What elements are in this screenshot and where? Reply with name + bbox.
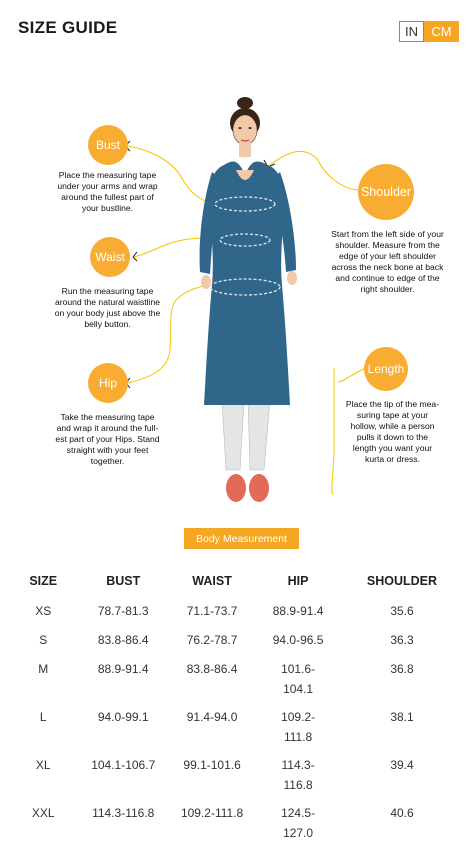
- hip-connector: [126, 284, 216, 384]
- cell-shoulder: 36.3: [390, 633, 414, 647]
- shoulder-connector: [269, 150, 359, 191]
- length-badge: Length: [364, 347, 408, 391]
- cell-shoulder: 40.6: [390, 806, 414, 820]
- header-size: SIZE: [29, 574, 58, 588]
- hip-badge: Hip: [88, 363, 128, 403]
- cell-hip: 88.9-91.4: [272, 604, 324, 618]
- cell-size: M: [38, 662, 49, 676]
- cell-bust: 104.1-106.7: [91, 758, 156, 772]
- waist-badge: Waist: [90, 237, 130, 277]
- bust-tape: [214, 196, 276, 212]
- hip-instructions: Take the measuring tape and wrap it aroun…: [55, 412, 160, 466]
- cell-waist: 109.2-111.8: [180, 806, 244, 820]
- header-bust: BUST: [106, 574, 141, 588]
- left-shoe: [226, 474, 246, 502]
- cell-size: XXL: [31, 806, 55, 820]
- cell-waist: 83.8-86.4: [186, 662, 238, 676]
- shoulder-instructions: Start from the left side of your shoulder…: [331, 229, 444, 294]
- cell-waist: 71.1-73.7: [186, 604, 238, 618]
- table-header-row: SIZE BUST WAIST HIP SHOULDER: [10, 566, 462, 596]
- table-row: XXL 114.3-116.8 109.2-111.8 124.5- 127.0 …: [10, 798, 462, 846]
- cell-hip: 114.3- 116.8: [281, 758, 315, 792]
- cell-waist: 76.2-78.7: [186, 633, 238, 647]
- length-connector-line: [331, 368, 335, 496]
- body-measurement-label: Body Measurement: [184, 528, 299, 549]
- cell-hip: 94.0-96.5: [272, 633, 324, 647]
- cell-hip: 101.6- 104.1: [281, 662, 316, 696]
- cell-bust: 94.0-99.1: [97, 710, 149, 724]
- cell-size: XS: [35, 604, 52, 618]
- hair-bun: [237, 97, 253, 109]
- table-row: XS 78.7-81.3 71.1-73.7 88.9-91.4 35.6: [10, 596, 462, 625]
- cell-shoulder: 38.1: [390, 710, 414, 724]
- unit-in-button[interactable]: IN: [399, 21, 424, 42]
- cell-shoulder: 36.8: [390, 662, 414, 676]
- unit-toggle: IN CM: [399, 21, 459, 42]
- cell-shoulder: 39.4: [390, 758, 414, 772]
- unit-cm-button[interactable]: CM: [424, 21, 459, 42]
- table-row: XL 104.1-106.7 99.1-101.6 114.3- 116.8 39…: [10, 750, 462, 798]
- cell-waist: 99.1-101.6: [183, 758, 241, 772]
- waist-instructions: Run the measuring tape around the natural…: [54, 286, 161, 329]
- bust-instructions: Place the measuring tape under your arms …: [57, 170, 158, 213]
- cell-bust: 78.7-81.3: [97, 604, 149, 618]
- bust-badge: Bust: [88, 125, 128, 165]
- cell-hip: 124.5- 127.0: [281, 806, 316, 840]
- cell-size: L: [39, 710, 47, 724]
- cell-size: XL: [35, 758, 51, 772]
- table-row: L 94.0-99.1 91.4-94.0 109.2- 111.8 38.1: [10, 702, 462, 750]
- cell-bust: 83.8-86.4: [97, 633, 149, 647]
- cell-bust: 114.3-116.8: [92, 806, 155, 820]
- table-row: S 83.8-86.4 76.2-78.7 94.0-96.5 36.3: [10, 625, 462, 654]
- table-row: M 88.9-91.4 83.8-86.4 101.6- 104.1 36.8: [10, 654, 462, 702]
- header-shoulder: SHOULDER: [366, 574, 438, 588]
- page-title: SIZE GUIDE: [18, 18, 118, 37]
- cell-waist: 91.4-94.0: [186, 710, 238, 724]
- dress-figure-illustration: [124, 97, 366, 502]
- waist-connector: [133, 237, 201, 258]
- kurta-dress: [204, 161, 290, 405]
- hip-tape: [209, 278, 281, 296]
- cell-bust: 88.9-91.4: [97, 662, 149, 676]
- cell-shoulder: 35.6: [390, 604, 414, 618]
- shoulder-badge: Shoulder: [358, 164, 414, 220]
- header-hip: HIP: [287, 574, 309, 588]
- cell-size: S: [39, 633, 48, 647]
- measurement-table: SIZE BUST WAIST HIP SHOULDER XS 78.7-81.…: [10, 566, 462, 846]
- cell-hip: 109.2- 111.8: [281, 710, 316, 744]
- waist-tape: [219, 233, 271, 247]
- length-instructions: Place the tip of the mea-suring tape at …: [345, 399, 440, 464]
- right-shoe: [249, 474, 269, 502]
- length-connector-top: [337, 367, 366, 383]
- header-waist: WAIST: [192, 574, 232, 588]
